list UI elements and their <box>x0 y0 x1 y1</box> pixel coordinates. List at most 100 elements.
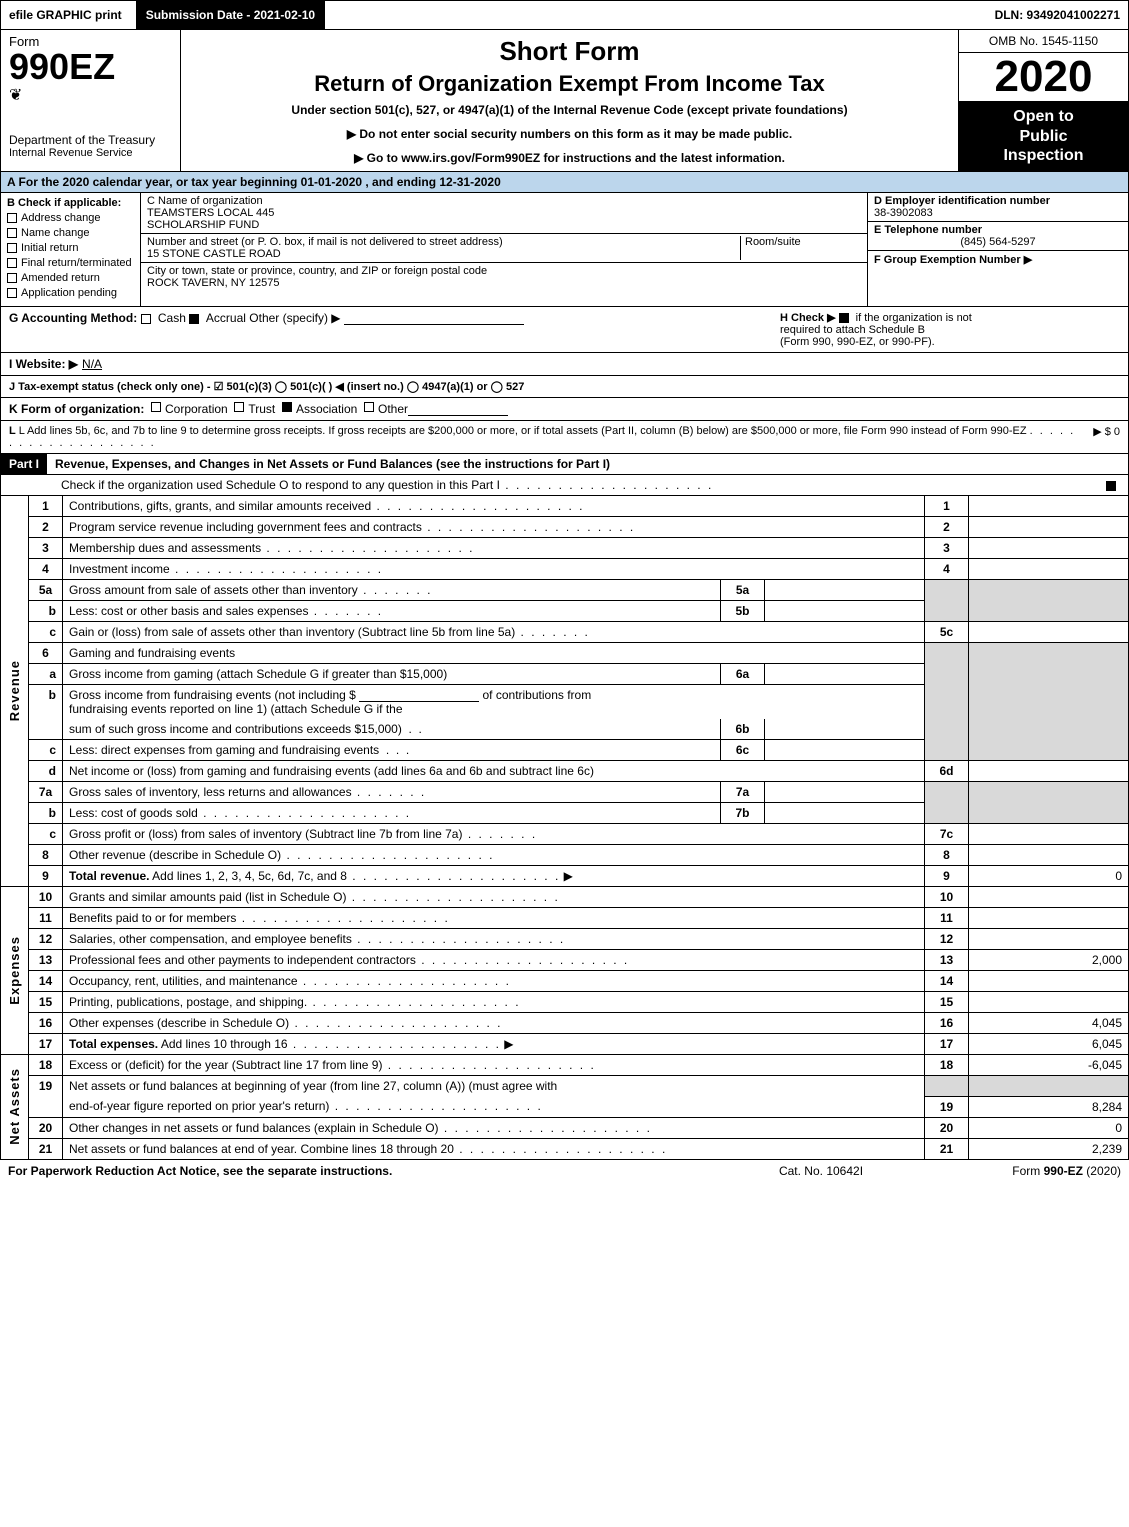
header-right: OMB No. 1545-1150 2020 Open to Public In… <box>958 30 1128 171</box>
room-suite-label: Room/suite <box>741 236 861 260</box>
chk-association[interactable] <box>282 402 292 412</box>
line-num: 9 <box>29 866 63 887</box>
line-rnum: 10 <box>925 887 969 908</box>
h-txt3: (Form 990, 990-EZ, or 990-PF). <box>780 336 935 348</box>
table-row: 2 Program service revenue including gove… <box>1 517 1129 538</box>
line-desc: of contributions from <box>483 688 592 702</box>
table-row: 14 Occupancy, rent, utilities, and maint… <box>1 971 1129 992</box>
line-desc: Occupancy, rent, utilities, and maintena… <box>69 974 298 988</box>
other-method-input[interactable] <box>344 311 524 325</box>
line-num: 21 <box>29 1138 63 1159</box>
line-rnum: 16 <box>925 1013 969 1034</box>
chk-initial-return[interactable] <box>7 243 17 253</box>
chk-name-change[interactable] <box>7 228 17 238</box>
line-rnum: 2 <box>925 517 969 538</box>
h-txt1: if the organization is not <box>856 312 972 324</box>
table-row: 15 Printing, publications, postage, and … <box>1 992 1129 1013</box>
line-num: a <box>29 664 63 685</box>
line-desc: Gross income from fundraising events (no… <box>69 688 356 702</box>
side-label-revenue: Revenue <box>7 660 22 721</box>
line-amount: 0 <box>969 866 1129 887</box>
chk-h[interactable] <box>839 313 849 323</box>
line-rnum: 9 <box>925 866 969 887</box>
line-k-form-org: K Form of organization: Corporation Trus… <box>0 398 1129 421</box>
table-row: 3 Membership dues and assessments 3 <box>1 538 1129 559</box>
line-desc: Less: cost or other basis and sales expe… <box>69 604 308 618</box>
box-c: C Name of organization TEAMSTERS LOCAL 4… <box>141 193 868 306</box>
side-label-expenses: Expenses <box>7 936 22 1005</box>
chk-application-pending[interactable] <box>7 288 17 298</box>
dln-label: DLN: 93492041002271 <box>995 8 1128 22</box>
chk-final-return[interactable] <box>7 258 17 268</box>
table-row: 13 Professional fees and other payments … <box>1 950 1129 971</box>
subtitle-section: Under section 501(c), 527, or 4947(a)(1)… <box>189 103 950 117</box>
line-desc: Other revenue (describe in Schedule O) <box>69 848 281 862</box>
org-city: ROCK TAVERN, NY 12575 <box>147 277 861 289</box>
line-l-gross-receipts: L L Add lines 5b, 6c, and 7b to line 9 t… <box>0 421 1129 454</box>
line-num: 7a <box>29 782 63 803</box>
line-amount <box>969 761 1129 782</box>
line-desc: Gross sales of inventory, less returns a… <box>69 785 352 799</box>
subline-amount <box>765 740 925 761</box>
lbl-name-change: Name change <box>21 227 90 239</box>
part-i-header-row: Part I Revenue, Expenses, and Changes in… <box>0 454 1129 475</box>
line-num: 10 <box>29 887 63 908</box>
line-amount: 2,000 <box>969 950 1129 971</box>
line-rnum: 18 <box>925 1055 969 1076</box>
chk-amended-return[interactable] <box>7 273 17 283</box>
table-row: end-of-year figure reported on prior yea… <box>1 1096 1129 1117</box>
line-amount <box>969 845 1129 866</box>
line-rnum: 19 <box>925 1096 969 1117</box>
table-row: d Net income or (loss) from gaming and f… <box>1 761 1129 782</box>
subline-label: 7b <box>721 803 765 824</box>
lbl-trust: Trust <box>248 402 275 416</box>
subtitle-ssn: ▶ Do not enter social security numbers o… <box>189 127 950 141</box>
side-label-netassets: Net Assets <box>7 1068 22 1145</box>
chk-corporation[interactable] <box>151 402 161 412</box>
contrib-input[interactable] <box>359 688 479 702</box>
org-street: 15 STONE CASTLE ROAD <box>147 248 736 260</box>
line-desc: Less: direct expenses from gaming and fu… <box>69 743 379 757</box>
line-desc: Gaming and fundraising events <box>69 646 235 660</box>
line-rnum: 6d <box>925 761 969 782</box>
line-num: 8 <box>29 845 63 866</box>
chk-accrual[interactable] <box>189 314 199 324</box>
line-desc: Contributions, gifts, grants, and simila… <box>69 499 371 513</box>
line-amount: 4,045 <box>969 1013 1129 1034</box>
chk-other-org[interactable] <box>364 402 374 412</box>
line-rnum: 20 <box>925 1117 969 1138</box>
chk-address-change[interactable] <box>7 213 17 223</box>
line-num: 3 <box>29 538 63 559</box>
submission-date-button[interactable]: Submission Date - 2021-02-10 <box>136 1 325 29</box>
line-rnum: 7c <box>925 824 969 845</box>
table-row: Expenses 10 Grants and similar amounts p… <box>1 887 1129 908</box>
f-group-label: F Group Exemption Number ▶ <box>874 254 1032 266</box>
line-rnum: 3 <box>925 538 969 559</box>
line-amount <box>969 971 1129 992</box>
table-row: 11 Benefits paid to or for members 11 <box>1 908 1129 929</box>
line-desc: Other changes in net assets or fund bala… <box>69 1121 439 1135</box>
lbl-accrual: Accrual <box>206 311 246 325</box>
line-num: 12 <box>29 929 63 950</box>
footer-right: Form 990-EZ (2020) <box>921 1164 1121 1178</box>
other-org-input[interactable] <box>408 402 508 416</box>
chk-schedule-o[interactable] <box>1106 481 1116 491</box>
efile-label: efile GRAPHIC print <box>1 8 130 22</box>
line-amount <box>969 929 1129 950</box>
line-desc: Excess or (deficit) for the year (Subtra… <box>69 1058 382 1072</box>
chk-cash[interactable] <box>141 314 151 324</box>
line-desc: Salaries, other compensation, and employ… <box>69 932 352 946</box>
subline-label: 6a <box>721 664 765 685</box>
lbl-amended-return: Amended return <box>21 272 100 284</box>
box-b-header: B Check if applicable: <box>7 197 134 209</box>
table-row: c Gain or (loss) from sale of assets oth… <box>1 622 1129 643</box>
chk-trust[interactable] <box>234 402 244 412</box>
irs-seal-icon: ❦ <box>9 85 172 105</box>
header-left: Form 990EZ ❦ Department of the Treasury … <box>1 30 181 171</box>
line-desc: Grants and similar amounts paid (list in… <box>69 890 346 904</box>
line-rnum: 21 <box>925 1138 969 1159</box>
line-num: 1 <box>29 496 63 517</box>
top-bar: efile GRAPHIC print Submission Date - 20… <box>0 0 1129 30</box>
line-num: 6 <box>29 643 63 664</box>
subline-label: 5a <box>721 580 765 601</box>
